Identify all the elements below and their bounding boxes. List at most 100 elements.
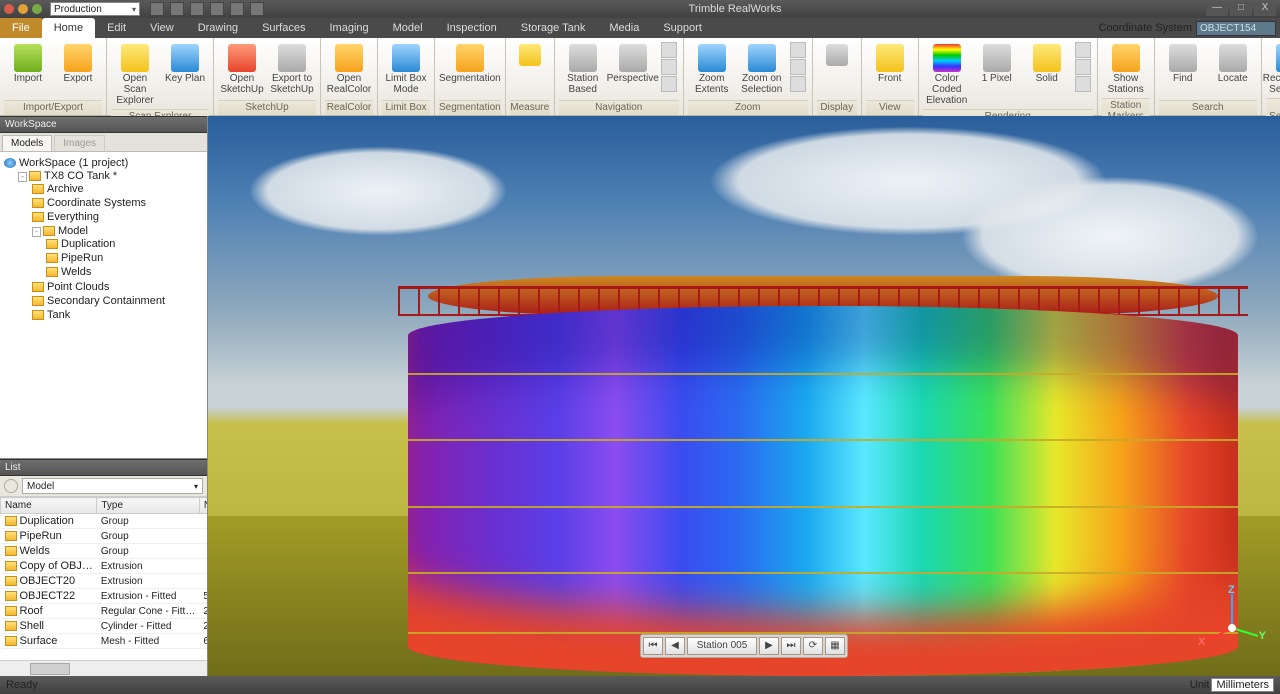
tree-item[interactable]: Coordinate Systems: [47, 197, 146, 209]
ribbon-limit-box-mode-button[interactable]: Limit Box Mode: [382, 40, 430, 98]
axis-gizmo[interactable]: Z Y X: [1202, 588, 1262, 648]
ribbon-export-button[interactable]: Export: [54, 40, 102, 87]
ribbon-measure-button[interactable]: [510, 40, 550, 70]
mini-button[interactable]: [1075, 42, 1091, 58]
table-row[interactable]: OBJECT20Extrusion: [1, 574, 208, 589]
ribbon-segmentation-button[interactable]: Segmentation: [446, 40, 494, 87]
menu-media[interactable]: Media: [597, 18, 651, 38]
search-icon[interactable]: [4, 479, 18, 493]
tree-item[interactable]: Point Clouds: [47, 281, 109, 293]
tree-item[interactable]: PipeRun: [61, 252, 103, 264]
play-grid[interactable]: ▦: [825, 637, 845, 655]
close-button[interactable]: X: [1254, 2, 1276, 16]
qat-icon[interactable]: [250, 2, 264, 16]
hscrollbar[interactable]: [0, 660, 207, 676]
tree-item[interactable]: Duplication: [61, 238, 115, 250]
menu-inspection[interactable]: Inspection: [435, 18, 509, 38]
ribbon-import-button[interactable]: Import: [4, 40, 52, 87]
play-first[interactable]: ⏮: [643, 637, 663, 655]
menu-model[interactable]: Model: [381, 18, 435, 38]
ribbon-locate-button[interactable]: Locate: [1209, 40, 1257, 87]
tab-images[interactable]: Images: [54, 135, 105, 151]
mini-button[interactable]: [661, 59, 677, 75]
table-row[interactable]: WeldsGroup: [1, 544, 208, 559]
table-row[interactable]: PipeRunGroup: [1, 529, 208, 544]
ribbon-open-sketchup-button[interactable]: Open SketchUp: [218, 40, 266, 98]
tree-item[interactable]: Secondary Containment: [47, 295, 165, 307]
table-row[interactable]: RoofRegular Cone - Fitt…21,335,655: [1, 604, 208, 619]
unit-value[interactable]: Millimeters: [1211, 678, 1274, 692]
menu-file[interactable]: File: [0, 18, 42, 38]
col-header[interactable]: Number of: [199, 498, 207, 514]
tree-project[interactable]: TX8 CO Tank *: [44, 170, 117, 182]
mini-button[interactable]: [661, 42, 677, 58]
filter-select[interactable]: Model: [22, 478, 203, 494]
play-last[interactable]: ⏭: [781, 637, 801, 655]
mode-combo[interactable]: Production: [50, 2, 140, 16]
ribbon-solid-button[interactable]: Solid: [1023, 40, 1071, 87]
col-header[interactable]: Name: [1, 498, 97, 514]
ribbon-open-realcolor-button[interactable]: Open RealColor: [325, 40, 373, 98]
tree-item[interactable]: Tank: [47, 309, 70, 321]
ribbon-perspective-button[interactable]: Perspective: [609, 40, 657, 87]
qat-icon[interactable]: [230, 2, 244, 16]
menu-edit[interactable]: Edit: [95, 18, 138, 38]
col-header[interactable]: Type: [97, 498, 199, 514]
ribbon-find-button[interactable]: Find: [1159, 40, 1207, 87]
menu-home[interactable]: Home: [42, 18, 95, 38]
tree-item[interactable]: Welds: [61, 266, 91, 278]
list-grid[interactable]: NameTypeNumber ofDuplicationGroupPipeRun…: [0, 497, 207, 660]
ribbon-zoom-on-selection-button[interactable]: Zoom on Selection: [738, 40, 786, 98]
mini-button[interactable]: [790, 76, 806, 92]
tab-models[interactable]: Models: [2, 135, 52, 151]
project-tree[interactable]: WorkSpace (1 project) - TX8 CO Tank * Arc…: [0, 152, 207, 458]
tree-item[interactable]: Everything: [47, 211, 99, 223]
close-dot[interactable]: [4, 4, 14, 14]
play-prev[interactable]: ◀: [665, 637, 685, 655]
viewport-3d[interactable]: ⏮ ◀ Station 005 ▶ ⏭ ⟳ ▦ Z Y X: [208, 116, 1280, 676]
menu-support[interactable]: Support: [651, 18, 714, 38]
ribbon-zoom-extents-button[interactable]: Zoom Extents: [688, 40, 736, 98]
qat-icon[interactable]: [150, 2, 164, 16]
ribbon--pixel-button[interactable]: 1 Pixel: [973, 40, 1021, 87]
table-row[interactable]: Copy of OBJ…Extrusion: [1, 559, 208, 574]
tree-root[interactable]: WorkSpace (1 project): [19, 157, 128, 169]
qat-icon[interactable]: [190, 2, 204, 16]
scroll-thumb[interactable]: [30, 663, 70, 675]
expand-icon[interactable]: -: [32, 227, 41, 237]
table-row[interactable]: SurfaceMesh - Fitted613,808: [1, 634, 208, 649]
ribbon-color-coded-elevation-button[interactable]: Color Coded Elevation: [923, 40, 971, 109]
ribbon-rectangular-selection-button[interactable]: Rectangular Selection: [1266, 40, 1280, 98]
table-row[interactable]: OBJECT22Extrusion - Fitted526: [1, 589, 208, 604]
tree-item[interactable]: Model: [58, 225, 88, 237]
mini-button[interactable]: [790, 59, 806, 75]
ribbon-show-stations-button[interactable]: Show Stations: [1102, 40, 1150, 98]
menu-storage-tank[interactable]: Storage Tank: [509, 18, 598, 38]
ribbon-front-button[interactable]: Front: [866, 40, 914, 87]
tree-item[interactable]: Archive: [47, 183, 84, 195]
mini-button[interactable]: [1075, 59, 1091, 75]
ribbon-display-button[interactable]: [817, 40, 857, 70]
mini-button[interactable]: [1075, 76, 1091, 92]
ribbon-key-plan-button[interactable]: Key Plan: [161, 40, 209, 87]
menu-imaging[interactable]: Imaging: [317, 18, 380, 38]
table-row[interactable]: DuplicationGroup: [1, 514, 208, 529]
ribbon-export-to-sketchup-button[interactable]: Export to SketchUp: [268, 40, 316, 98]
menu-surfaces[interactable]: Surfaces: [250, 18, 317, 38]
mini-button[interactable]: [661, 76, 677, 92]
coord-input[interactable]: [1196, 21, 1276, 36]
qat-icon[interactable]: [170, 2, 184, 16]
ribbon-station-based-button[interactable]: Station Based: [559, 40, 607, 98]
play-next[interactable]: ▶: [759, 637, 779, 655]
ribbon-open-scan-explorer-button[interactable]: Open Scan Explorer: [111, 40, 159, 109]
menu-view[interactable]: View: [138, 18, 186, 38]
menu-drawing[interactable]: Drawing: [186, 18, 250, 38]
play-loop[interactable]: ⟳: [803, 637, 823, 655]
mini-button[interactable]: [790, 42, 806, 58]
table-row[interactable]: ShellCylinder - Fitted2,818,749: [1, 619, 208, 634]
collapse-icon[interactable]: -: [18, 172, 27, 182]
minimize-button[interactable]: —: [1206, 2, 1228, 16]
qat-icon[interactable]: [210, 2, 224, 16]
min-dot[interactable]: [18, 4, 28, 14]
max-dot[interactable]: [32, 4, 42, 14]
